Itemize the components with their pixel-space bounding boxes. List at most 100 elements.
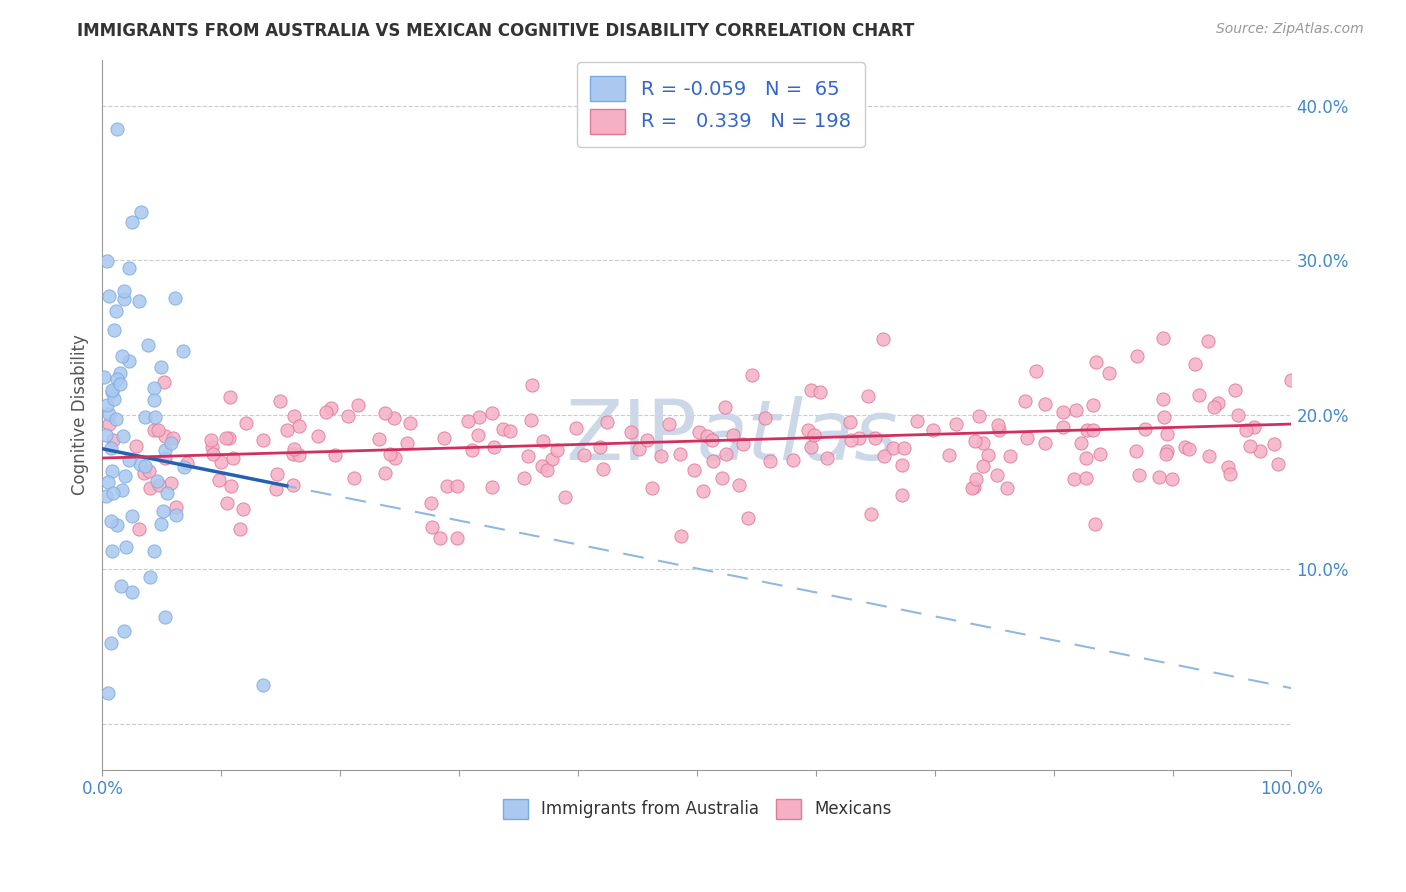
Point xyxy=(395,435,418,450)
Point xyxy=(121,585,143,599)
Point xyxy=(283,442,305,457)
Point xyxy=(972,459,994,474)
Point xyxy=(1243,419,1265,434)
Point xyxy=(111,429,134,443)
Point xyxy=(481,480,503,494)
Point xyxy=(1225,383,1247,397)
Point xyxy=(592,462,614,476)
Point xyxy=(307,429,329,443)
Point xyxy=(219,479,242,493)
Point xyxy=(1084,355,1107,369)
Point xyxy=(596,415,619,429)
Point xyxy=(965,434,987,449)
Point xyxy=(114,469,136,483)
Point xyxy=(315,405,337,419)
Y-axis label: Cognitive Disability: Cognitive Disability xyxy=(72,334,89,495)
Point xyxy=(159,475,181,490)
Point xyxy=(669,529,692,543)
Point xyxy=(101,543,124,558)
Point xyxy=(1025,364,1047,378)
Point xyxy=(111,349,134,363)
Point xyxy=(702,453,724,467)
Point xyxy=(173,459,195,474)
Point xyxy=(214,431,236,445)
Point xyxy=(101,433,124,447)
Point xyxy=(467,428,489,442)
Point xyxy=(588,440,610,454)
Point xyxy=(128,522,150,536)
Point xyxy=(967,409,990,424)
Point xyxy=(201,440,224,454)
Point xyxy=(891,488,914,502)
Point xyxy=(150,359,173,374)
Point xyxy=(1074,451,1097,466)
Point xyxy=(159,435,181,450)
Point xyxy=(873,449,896,463)
Point xyxy=(281,477,304,491)
Point xyxy=(1014,393,1036,408)
Point xyxy=(658,417,681,431)
Point xyxy=(492,422,515,436)
Point xyxy=(384,450,406,465)
Point xyxy=(737,510,759,524)
Point xyxy=(96,398,118,412)
Point xyxy=(368,432,391,446)
Point xyxy=(759,454,782,468)
Point xyxy=(650,450,672,464)
Point xyxy=(153,429,176,443)
Point xyxy=(1064,403,1087,417)
Point xyxy=(513,471,536,485)
Point xyxy=(112,284,135,298)
Point xyxy=(499,425,522,439)
Point xyxy=(1084,516,1107,531)
Point xyxy=(1098,366,1121,380)
Point xyxy=(669,446,692,460)
Point xyxy=(848,431,870,445)
Point xyxy=(128,293,150,308)
Point xyxy=(882,442,904,456)
Point xyxy=(1154,447,1177,461)
Point xyxy=(155,610,177,624)
Point xyxy=(110,376,132,391)
Point xyxy=(121,215,143,229)
Point xyxy=(156,486,179,500)
Point xyxy=(574,448,596,462)
Point xyxy=(620,425,643,439)
Point xyxy=(972,436,994,450)
Point xyxy=(112,292,135,306)
Point xyxy=(138,464,160,478)
Point xyxy=(118,261,141,276)
Point xyxy=(222,450,245,465)
Point xyxy=(374,466,396,480)
Point xyxy=(97,289,120,303)
Point xyxy=(94,489,117,503)
Point xyxy=(103,323,125,337)
Point xyxy=(460,443,482,458)
Point xyxy=(399,416,422,430)
Point xyxy=(457,414,479,428)
Point xyxy=(143,381,166,395)
Point xyxy=(714,400,737,414)
Point xyxy=(986,467,1008,482)
Point xyxy=(1249,443,1271,458)
Point xyxy=(482,441,505,455)
Point xyxy=(105,122,128,136)
Point xyxy=(110,366,132,380)
Point xyxy=(101,383,124,397)
Point xyxy=(153,442,176,457)
Point xyxy=(782,453,804,467)
Point xyxy=(696,429,718,443)
Point xyxy=(266,467,288,481)
Point xyxy=(522,378,544,392)
Point xyxy=(797,423,820,437)
Point xyxy=(146,474,169,488)
Point xyxy=(117,353,139,368)
Point xyxy=(710,471,733,485)
Point xyxy=(1219,467,1241,482)
Point xyxy=(162,431,184,445)
Point xyxy=(865,431,887,445)
Point xyxy=(803,428,825,442)
Point xyxy=(800,440,823,454)
Point xyxy=(546,443,568,458)
Point xyxy=(481,406,503,420)
